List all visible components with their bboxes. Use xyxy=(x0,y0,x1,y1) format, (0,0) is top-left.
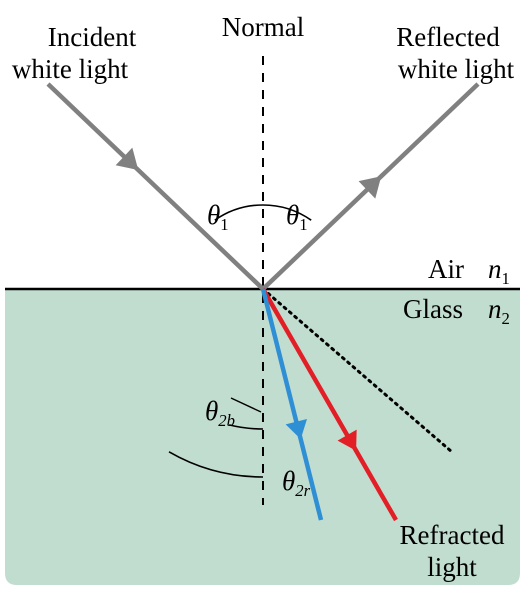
label-text: Reflected xyxy=(396,22,500,52)
label-text: white light xyxy=(12,54,129,84)
variable-label: θ1 xyxy=(286,200,308,234)
label-text: white light xyxy=(398,54,515,84)
label-text: Incident xyxy=(48,22,137,52)
label-text: Glass xyxy=(403,294,463,324)
label-text: light xyxy=(427,552,477,582)
label-text: Normal xyxy=(222,12,304,42)
label-text: Air xyxy=(428,254,464,284)
variable-label: θ1 xyxy=(207,200,229,234)
label-text: Refracted xyxy=(400,520,505,550)
variable-label: n1 xyxy=(488,254,510,288)
